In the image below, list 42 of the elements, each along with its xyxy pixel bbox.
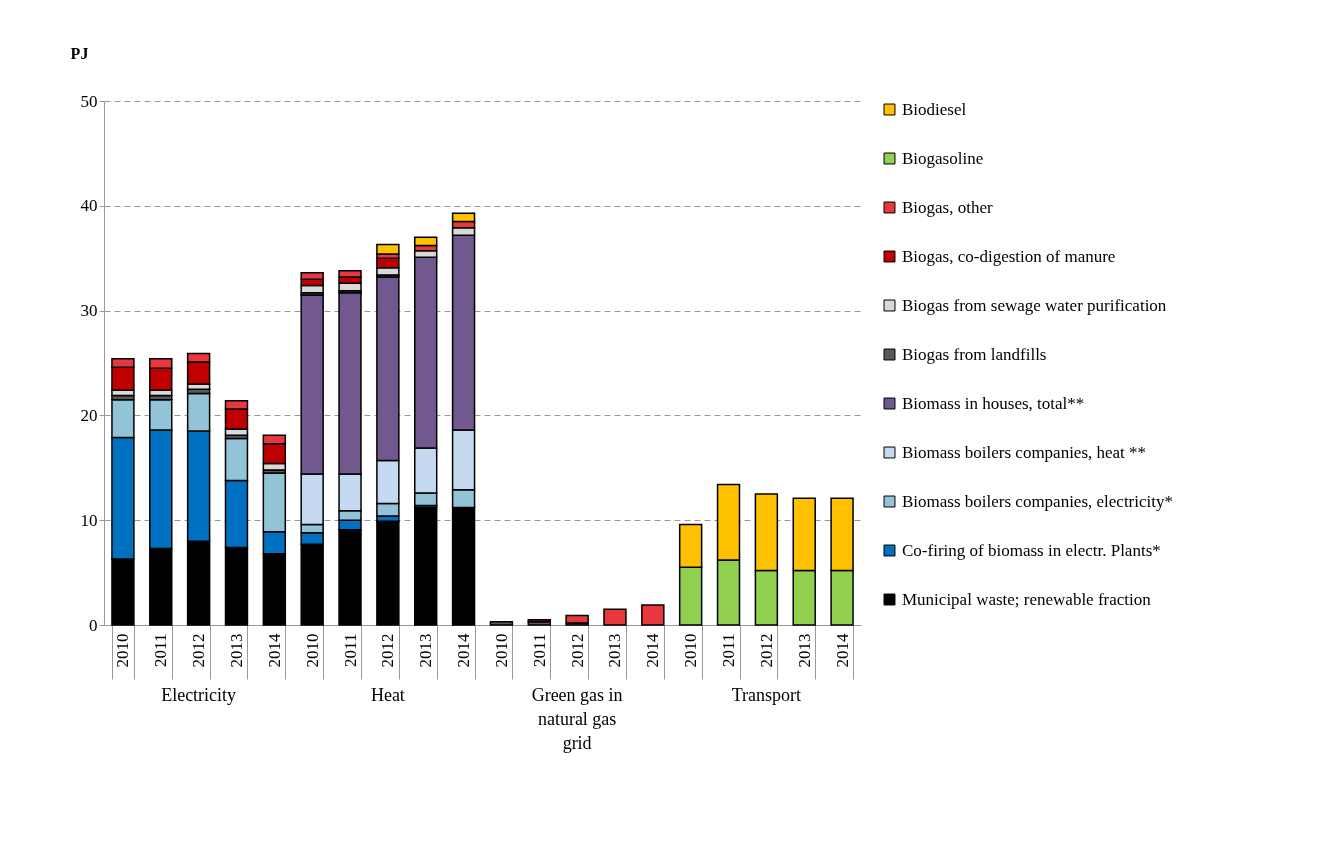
x-tick-label: 2012 <box>378 633 398 668</box>
legend-label: Biomass boilers companies, electricity* <box>902 491 1173 511</box>
x-tick-label: 2013 <box>794 633 814 668</box>
y-tick-label: 0 <box>89 615 98 635</box>
y-tick-label: 40 <box>80 196 98 216</box>
y-tick-label: 20 <box>80 405 98 425</box>
legend-label: Biogas from landfills <box>902 344 1047 364</box>
legend-label: Biodiesel <box>902 99 967 119</box>
x-tick-label: 2014 <box>643 633 663 668</box>
x-tick-label: 2014 <box>454 633 474 668</box>
text: Transport <box>731 685 802 705</box>
legend-label: Biomass boilers companies, heat ** <box>902 442 1147 462</box>
x-tick-label: 2011 <box>151 633 171 667</box>
y-axis-title: PJ <box>70 44 89 62</box>
text: Heat <box>370 685 405 705</box>
x-tick-label: 2014 <box>264 633 284 668</box>
x-tick-label: 2013 <box>226 633 246 668</box>
x-tick-label: 2010 <box>302 633 322 668</box>
x-tick-label: 2013 <box>605 633 625 668</box>
y-tick-label: 10 <box>80 510 98 530</box>
legend-label: Biogasoline <box>902 148 984 168</box>
x-tick-label: 2010 <box>681 633 701 668</box>
legend-label: Biomass in houses, total** <box>902 393 1085 413</box>
x-tick-label: 2012 <box>756 633 776 668</box>
legend-label: Municipal waste; renewable fraction <box>902 589 1152 609</box>
x-tick-label: 2011 <box>340 633 360 667</box>
y-tick-label: 30 <box>80 301 98 321</box>
legend-label: Biogas, co-digestion of manure <box>902 246 1116 266</box>
x-tick-label: 2011 <box>719 633 739 667</box>
x-tick-label: 2013 <box>416 633 436 668</box>
text: Green gas in natural gas grid <box>531 685 623 753</box>
x-tick-label: 2014 <box>832 633 852 668</box>
x-tick-label: 2010 <box>491 633 511 668</box>
legend-label: Co-firing of biomass in electr. Plants* <box>902 540 1161 560</box>
x-tick-label: 2012 <box>567 633 587 668</box>
x-tick-label: 2012 <box>189 633 209 668</box>
x-tick-label: 2011 <box>529 633 549 667</box>
x-tick-label: 2010 <box>113 633 133 668</box>
legend-label: Biogas, other <box>902 197 993 217</box>
text: Electricity <box>161 685 237 705</box>
y-tick-label: 50 <box>80 91 98 111</box>
legend-label: Biogas from sewage water purification <box>902 295 1167 315</box>
